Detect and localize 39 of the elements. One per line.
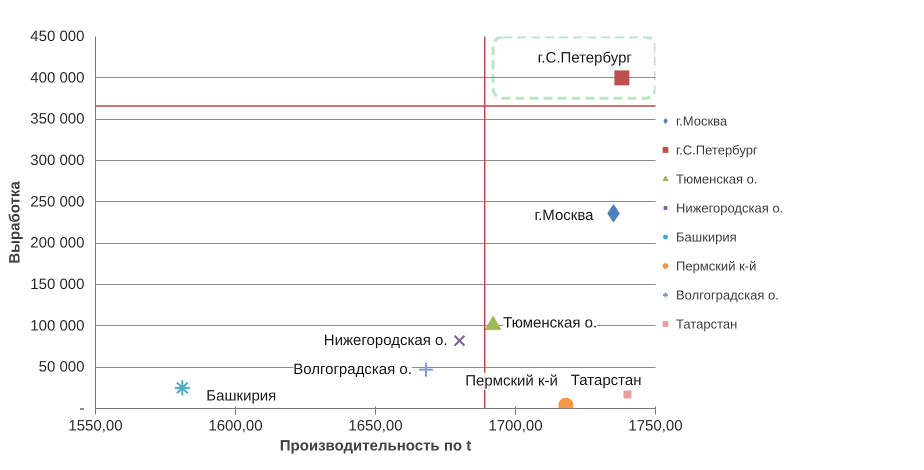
- text: г.Москва: [534, 206, 594, 224]
- legend-label: Пермский к-й: [676, 258, 756, 274]
- x-tick-label: 1750,00: [628, 418, 683, 434]
- y-tick-label: -: [80, 400, 85, 417]
- text: Пермский к-й: [465, 372, 558, 390]
- text: Башкирия: [206, 387, 276, 404]
- text: Нижегородская о.: [324, 332, 448, 350]
- legend-label: Нижегородская о.: [676, 200, 784, 216]
- point: [614, 70, 630, 86]
- point: [607, 204, 620, 222]
- y-tick-label: 300 000: [30, 152, 85, 169]
- point: [624, 390, 632, 398]
- y-tick-label: 450 000: [30, 28, 85, 45]
- text: Тюменская о.: [503, 314, 598, 332]
- y-tick-label: 100 000: [30, 317, 85, 334]
- legend-label: Башкирия: [676, 228, 737, 244]
- legend-label: г.Москва: [676, 112, 728, 128]
- y-tick-label: 350 000: [30, 110, 85, 128]
- x-tick-label: 1650,00: [348, 418, 403, 434]
- legend-label: Волгоградская о.: [676, 286, 779, 302]
- point: [418, 362, 434, 378]
- point: [454, 334, 466, 347]
- text: г.С.Петербург: [538, 49, 632, 66]
- x-tick-label: 1600,00: [208, 418, 263, 434]
- y-tick-label: 250 000: [30, 193, 85, 210]
- y-axis-title: Выработка: [6, 180, 24, 264]
- legend-label: г.С.Петербург: [676, 142, 758, 158]
- y-tick-label: 400 000: [30, 69, 85, 86]
- x-tick-label: 1700,00: [488, 418, 543, 434]
- x-tick-label: 1550,00: [68, 418, 123, 434]
- text: Татарстан: [570, 372, 642, 389]
- x-axis-title: Производительность по t: [280, 438, 472, 454]
- y-tick-label: 150 000: [30, 276, 85, 293]
- legend-label: Татарстан: [676, 316, 738, 332]
- point: [174, 379, 191, 396]
- y-tick-label: 200 000: [30, 234, 85, 252]
- text: Волгоградская о.: [293, 361, 412, 378]
- y-tick-label: 50 000: [38, 358, 85, 376]
- legend-label: Тюменская о.: [676, 170, 758, 186]
